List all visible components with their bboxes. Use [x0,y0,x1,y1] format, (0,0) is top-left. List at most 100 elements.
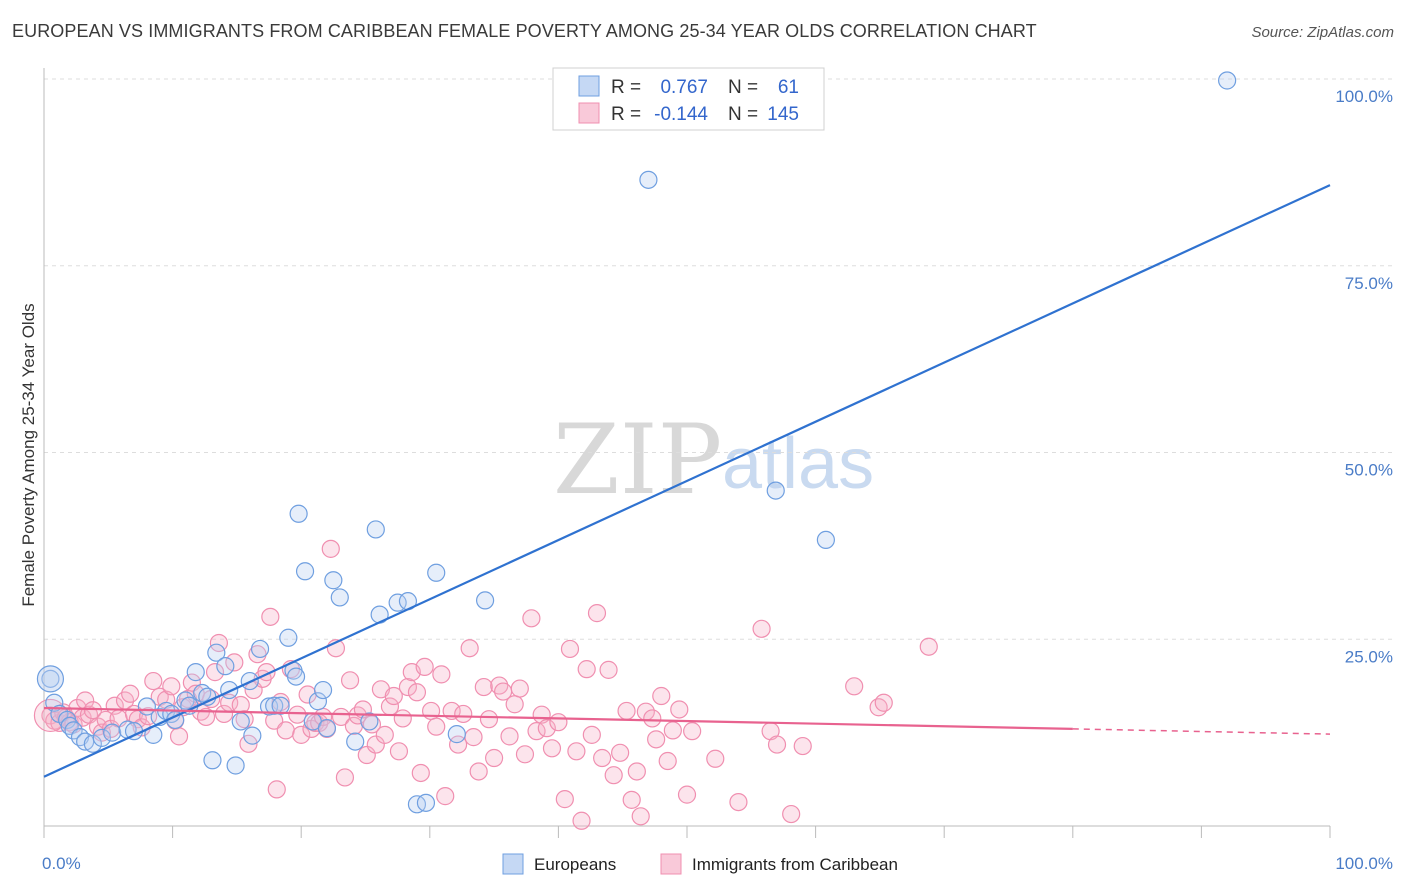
european-point [639,170,658,189]
caribbean-point [389,742,409,761]
european-point [41,669,60,688]
legend-r-label-1: R = [611,77,641,98]
european-point [475,591,495,610]
gridlines [44,78,1393,640]
watermark-atlas: atlas [722,424,874,504]
caribbean-point [549,713,568,732]
caribbean-point [527,722,546,741]
caribbean-trend-extension [1072,728,1331,735]
caribbean-point [169,727,189,746]
source-label: Source: ZipAtlas.com [1251,24,1394,41]
caribbean-point [384,686,403,706]
european-point [92,728,111,747]
european-point [324,571,343,590]
legend-r-value-1: 0.767 [660,77,708,98]
legend-swatch-pink [578,102,600,124]
caribbean-point [407,683,427,702]
trend-lines [43,184,1331,778]
x-tick-label-max: 100.0% [1335,854,1393,873]
watermark-zip: ZIP [553,404,722,516]
caribbean-point [335,768,355,787]
european-point [103,723,122,742]
legend-n-label-2: N = [728,104,758,125]
caribbean-point [393,709,412,728]
caribbean-point [729,792,748,812]
caribbean-point [617,701,636,721]
caribbean-point [479,710,499,729]
caribbean-trend-line [43,706,1073,730]
european-point [317,719,337,738]
caribbean-point [267,780,286,799]
series-legend-swatch-caribbean [660,853,682,875]
caribbean-point [398,677,418,697]
european-point [416,793,436,812]
caribbean-point [225,653,244,672]
caribbean-point [611,743,630,762]
european-point [330,588,349,607]
caribbean-point [375,725,394,744]
european-point [83,734,102,753]
caribbean-point [436,787,455,806]
caribbean-point [652,686,671,706]
legend-n-label-1: N = [728,77,758,98]
legend-r-label-2: R = [611,104,641,125]
european-point [1218,71,1237,90]
caribbean-point [683,722,702,741]
european-point [265,696,284,715]
caribbean-point [469,762,488,781]
caribbean-point [874,693,893,712]
series-legend-swatch-europeans [502,853,524,875]
european-point [186,663,205,682]
european-point [407,795,427,814]
european-point [816,530,835,549]
y-axis-label: Female Poverty Among 25-34 Year Olds [19,303,38,606]
caribbean-point [196,707,216,727]
caribbean-point [567,742,586,761]
caribbean-point [593,748,612,768]
caribbean-points [33,539,938,830]
caribbean-point [276,721,295,740]
european-point [346,732,365,751]
caribbean-point [627,762,646,781]
european-point [286,667,306,686]
european-point [226,756,245,775]
caribbean-point [340,671,360,690]
caribbean-point [587,604,607,623]
caribbean-point [663,721,682,740]
caribbean-point [510,679,529,698]
caribbean-point [427,717,446,736]
caribbean-point [357,745,376,765]
caribbean-point [647,730,666,749]
caribbean-point [643,709,662,728]
chart-title: EUROPEAN VS IMMIGRANTS FROM CARIBBEAN FE… [12,21,1037,41]
x-axis-ticks [43,826,1331,838]
european-point [447,725,466,744]
y-tick-label: 75.0% [1345,274,1393,293]
caribbean-point [582,725,601,744]
caribbean-point [572,811,591,830]
legend-r-value-2: -0.144 [654,104,708,125]
european-point [250,639,270,659]
caribbean-point [515,745,535,764]
european-point [64,721,83,740]
caribbean-point [415,657,434,676]
series-legend-caribbean: Immigrants from Caribbean [692,855,898,874]
european-point [207,643,226,662]
caribbean-point [261,607,280,626]
european-points [36,71,1237,814]
caribbean-point [782,804,801,824]
caribbean-point [144,671,163,691]
caribbean-point [537,719,556,738]
european-point [308,692,328,711]
european-point [313,680,333,700]
caribbean-point [474,677,493,697]
caribbean-point [845,677,864,696]
y-tick-label: 25.0% [1345,647,1393,666]
caribbean-point [752,619,771,638]
caribbean-point [919,637,938,656]
series-legend: Europeans Immigrants from Caribbean [502,853,898,875]
european-point [231,712,250,731]
european-point [766,481,785,500]
caribbean-point [542,739,562,758]
